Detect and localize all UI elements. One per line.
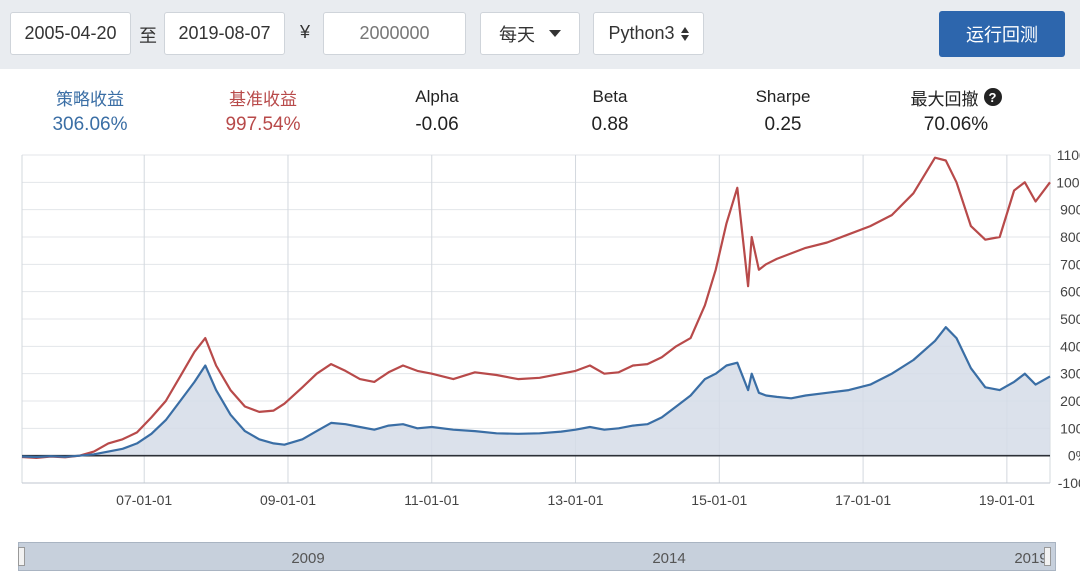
navigator-right-handle[interactable] [1044,547,1051,566]
language-value: Python3 [608,23,675,43]
max-drawdown-label: 最大回撤 [910,89,979,109]
y-tick-label: 200% [1060,393,1080,409]
stat-label: 基准收益 [229,89,297,109]
navigator-left-handle[interactable] [18,547,25,566]
x-tick-label: 13-01-01 [548,492,604,508]
stat-strategy-return: 策略收益 306.06% [10,86,170,136]
start-date-input[interactable]: 2005-04-20 [10,12,131,55]
y-tick-label: 100% [1060,420,1080,436]
y-tick-label: 500% [1060,311,1080,327]
navigator-label: 2019 [1014,550,1048,567]
x-tick-label: 07-01-01 [116,492,172,508]
stat-label: 最大回撤 ? [876,86,1036,109]
y-tick-label: 800% [1060,229,1080,245]
frequency-select[interactable]: 每天 [480,12,580,55]
stat-value: 70.06% [923,114,989,135]
x-tick-label: 09-01-01 [260,492,316,508]
date-range-separator: 至 [139,26,157,46]
y-tick-label: -100% [1058,475,1080,491]
strategy-area [22,327,1050,457]
navigator-label: 2009 [291,550,325,567]
stat-beta: Beta 0.88 [530,86,690,136]
stat-label: Alpha [415,87,459,106]
stat-label: 策略收益 [56,89,124,109]
stat-value: 0.25 [764,114,802,135]
help-icon[interactable]: ? [983,88,1002,106]
toolbar: 2005-04-20 至 2019-08-07 ¥ 2000000 每天 Pyt… [0,0,1080,69]
navigator-label: 2014 [652,550,686,567]
stat-value: -0.06 [415,114,459,135]
x-tick-label: 11-01-01 [404,492,459,508]
language-select[interactable]: Python3 [593,12,704,55]
x-tick-label: 19-01-01 [979,492,1035,508]
y-tick-label: 300% [1060,366,1080,382]
initial-capital-input[interactable]: 2000000 [323,12,466,55]
stat-label: Beta [592,87,628,106]
sort-arrows-icon [680,26,689,41]
y-tick-label: 900% [1060,202,1080,218]
y-tick-label: 600% [1060,284,1080,300]
stat-value: 0.88 [591,114,629,135]
stat-benchmark-return: 基准收益 997.54% [183,86,343,136]
currency-symbol: ¥ [300,22,311,42]
caret-down-icon [549,30,561,37]
stat-sharpe: Sharpe 0.25 [703,86,863,136]
stat-value: 306.06% [52,114,128,135]
y-tick-label: 1100% [1057,147,1080,163]
range-navigator[interactable]: 2009 2014 2019 [18,542,1056,571]
stat-max-drawdown: 最大回撤 ? 70.06% [876,86,1036,136]
stat-label: Sharpe [755,87,811,106]
stat-alpha: Alpha -0.06 [357,86,517,136]
benchmark-line [21,156,1051,459]
end-date-input[interactable]: 2019-08-07 [164,12,285,55]
strategy-line [21,326,1051,459]
y-tick-label: 700% [1060,256,1080,272]
x-tick-label: 15-01-01 [691,492,747,508]
x-tick-label: 17-01-01 [835,492,891,508]
y-tick-label: 400% [1060,338,1080,354]
stat-value: 997.54% [225,114,301,135]
frequency-value: 每天 [499,24,535,45]
y-tick-label: 0% [1068,448,1080,464]
run-backtest-button[interactable]: 运行回测 [939,11,1065,57]
